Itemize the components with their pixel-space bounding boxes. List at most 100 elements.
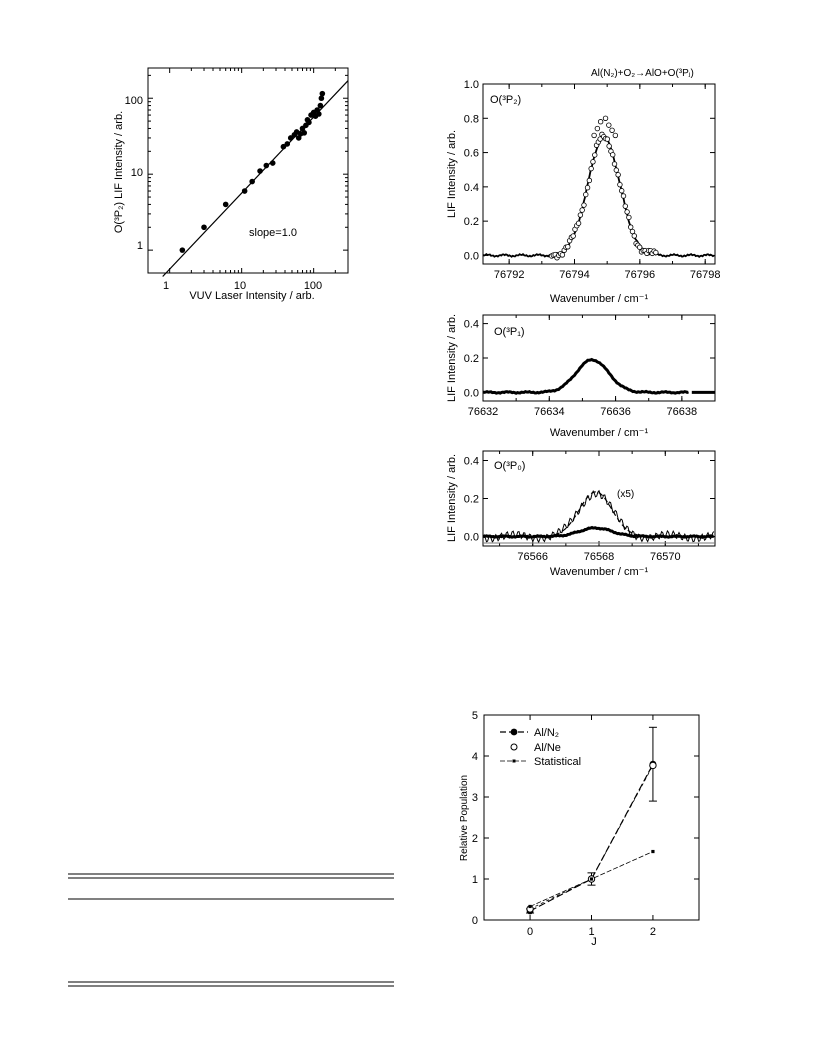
x-tick-label: 76568: [584, 551, 615, 563]
p2-xlabel: Wavenumber / cm⁻¹: [550, 293, 649, 305]
loglog-slope-annotation: slope=1.0: [249, 227, 297, 239]
data-point: [610, 152, 616, 158]
data-point: [263, 162, 270, 169]
x-tick-label: 76792: [494, 269, 525, 281]
data-point: [249, 178, 255, 185]
p2-tick-marks: [483, 83, 715, 264]
data-point: [626, 214, 632, 221]
data-point: [622, 203, 629, 209]
data-point: [613, 167, 620, 173]
p2-x-tick-labels: 76792 76794 76796 76798: [494, 269, 721, 281]
data-point: [588, 165, 594, 172]
y-tick-label: 1.0: [464, 79, 479, 91]
data-point: [287, 135, 294, 141]
x-tick-label: 76798: [690, 269, 721, 281]
al-ne-line: [529, 765, 654, 910]
reaction-equation: Al(N₂)+O₂→AlO+O(³Pⱼ): [591, 68, 694, 79]
y-tick-label: 0.8: [464, 113, 479, 125]
data-point: [570, 233, 576, 239]
p0-x-tick-labels: 76566 76568 76570: [517, 551, 680, 563]
p0-trace-x5: [482, 489, 715, 544]
data-point: [609, 127, 615, 133]
population-tick-marks: [484, 714, 699, 921]
x-tick-label: 76634: [534, 406, 565, 418]
data-point: [590, 159, 596, 165]
legend-ne-label: Al/Ne: [534, 742, 561, 754]
population-xlabel: J: [591, 936, 597, 948]
data-point: [319, 90, 326, 97]
population-series: [526, 726, 657, 915]
data-point: [583, 191, 589, 198]
data-point: [586, 177, 593, 184]
data-point: [559, 252, 566, 258]
p0-ylabel: LIF Intensity / arb.: [446, 454, 458, 542]
y-tick-label: 0.2: [464, 494, 479, 506]
data-point: [629, 228, 636, 235]
data-point: [318, 95, 325, 102]
data-point: [606, 122, 612, 128]
loglog-fit-line: [162, 80, 349, 277]
x-tick-label: 1: [588, 926, 594, 938]
data-point: [606, 143, 612, 149]
y-tick-label: 0: [472, 915, 478, 927]
statistical-point: [528, 904, 532, 909]
p0-panel-label: O(³P₀): [494, 460, 525, 472]
p1-tick-marks: [482, 315, 716, 401]
p0-y-tick-labels: 0.0 0.2 0.4: [464, 456, 479, 544]
loglog-ylabel: O(³P₂) LIF Intensity / arb.: [113, 111, 125, 233]
data-point: [604, 136, 611, 142]
loglog-ytick-1: 1: [137, 240, 143, 252]
data-point: [317, 102, 324, 109]
al-n2-line: [529, 763, 654, 912]
y-tick-label: 0.4: [464, 182, 479, 194]
data-point: [577, 212, 584, 218]
data-point: [631, 233, 637, 239]
data-point: [619, 188, 625, 194]
data-point: [591, 132, 597, 139]
y-tick-label: 0.2: [464, 353, 479, 365]
loglog-frame: [147, 67, 349, 274]
data-point: [316, 111, 322, 117]
p2-panel-label: O(³P₂): [490, 94, 521, 106]
data-point: [179, 247, 186, 253]
data-point: [222, 201, 229, 208]
p0-xlabel: Wavenumber / cm⁻¹: [550, 566, 649, 578]
spectrum-p0-panel: 76566 76568 76570 0.0 0.2 0.4 O(³P₀) (x5) Wa…: [446, 450, 716, 578]
population-ylabel: Relative Population: [459, 775, 470, 861]
table-rules: [68, 873, 394, 987]
data-point: [636, 244, 643, 250]
y-tick-label: 2: [472, 833, 478, 845]
al-ne-point: [649, 761, 657, 770]
p1-y-tick-labels: 0.0 0.2 0.4: [464, 319, 479, 400]
p1-xlabel: Wavenumber / cm⁻¹: [550, 427, 649, 439]
loglog-xlabel: VUV Laser Intensity / arb.: [189, 290, 314, 302]
y-tick-label: 5: [472, 710, 478, 722]
data-point: [615, 172, 621, 178]
loglog-ytick-100: 100: [125, 95, 143, 107]
p1-x-tick-labels: 76632 76634 76636 76638: [468, 406, 697, 418]
data-point: [575, 220, 582, 226]
data-point: [627, 224, 634, 230]
p0-scale-note: (x5): [617, 489, 634, 500]
p2-frame: [482, 83, 716, 265]
p2-ylabel: LIF Intensity / arb.: [446, 130, 458, 218]
data-point: [565, 244, 571, 250]
data-point: [592, 152, 598, 158]
statistical-point: [589, 877, 594, 881]
data-point: [301, 130, 308, 136]
p1-panel-label: O(³P₁): [494, 326, 525, 338]
loglog-tick-marks: [148, 68, 349, 273]
p2-spectrum-trace: [482, 135, 715, 258]
data-point: [602, 115, 609, 121]
p2-y-tick-labels: 0.0 0.2 0.4 0.6 0.8 1.0: [464, 79, 479, 262]
data-point: [620, 193, 627, 199]
data-point: [284, 141, 291, 147]
x-tick-label: 2: [650, 926, 656, 938]
data-point: [306, 119, 312, 126]
population-legend: Al/N₂ Al/Ne Statistical: [500, 727, 581, 768]
x-tick-label: 76632: [468, 406, 499, 418]
data-point: [617, 181, 623, 188]
data-point: [584, 184, 591, 191]
p0-spectrum-trace: [482, 525, 715, 539]
x-tick-label: 76638: [667, 406, 698, 418]
